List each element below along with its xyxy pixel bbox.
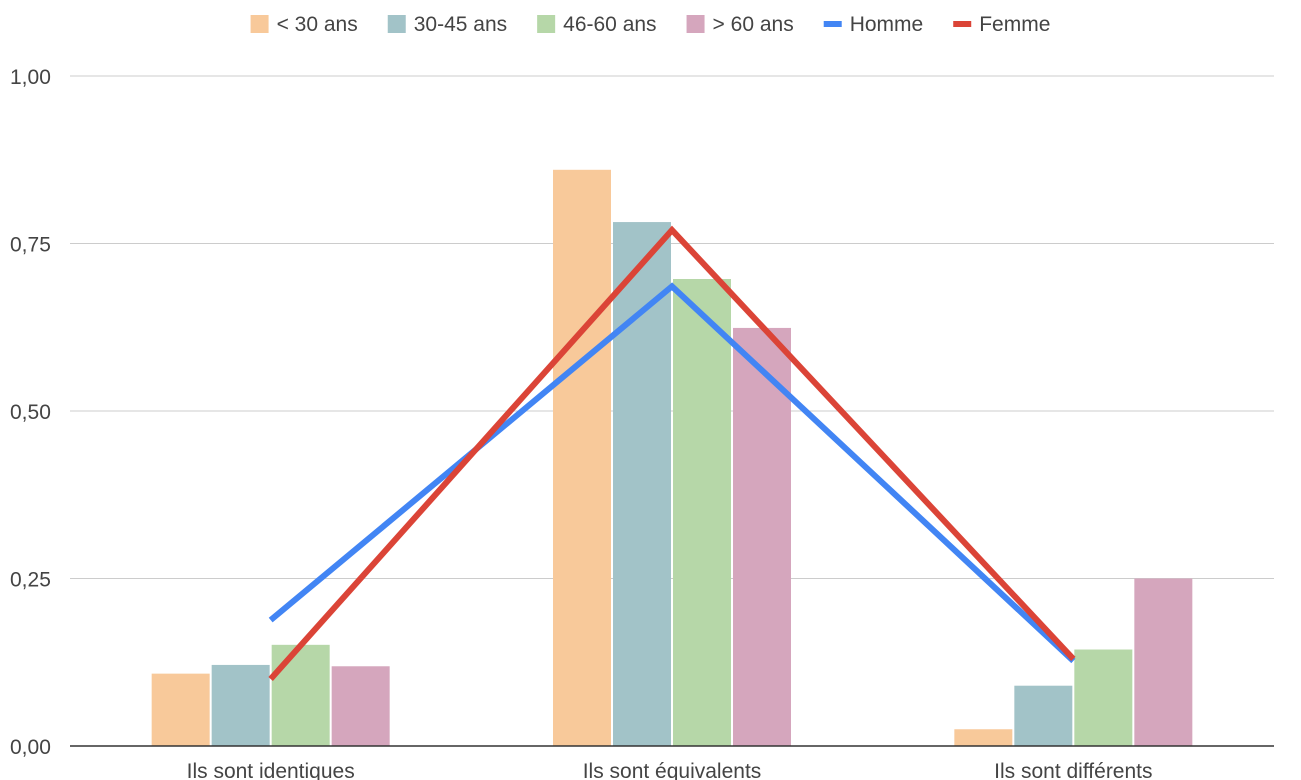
- y-tick-label: 1,00: [10, 66, 51, 89]
- legend-label: > 60 ans: [713, 13, 794, 36]
- bar: [271, 644, 330, 746]
- legend-swatch: [250, 15, 269, 33]
- bar: [613, 222, 671, 746]
- legend-label: Femme: [979, 13, 1050, 36]
- bar: [553, 169, 611, 747]
- legend-swatch: [537, 15, 556, 33]
- bar: [151, 673, 210, 746]
- legend-label: < 30 ans: [277, 13, 358, 36]
- legend-label: 46-60 ans: [563, 13, 656, 36]
- legend-swatch: [387, 15, 406, 33]
- legend-item: > 60 ans: [686, 13, 794, 36]
- gridlines: [70, 75, 1274, 579]
- bar: [733, 327, 791, 746]
- y-tick-label: 0,75: [10, 234, 51, 257]
- bar: [673, 279, 731, 746]
- bar: [1134, 578, 1193, 746]
- category-label: Ils sont identiques: [187, 760, 355, 780]
- legend-item: 46-60 ans: [537, 13, 657, 36]
- y-tick-label: 0,50: [10, 401, 51, 424]
- legend-swatch: [953, 21, 972, 27]
- series-line: [268, 225, 1076, 681]
- y-tick-label: 0,25: [10, 569, 51, 592]
- legend-swatch: [686, 15, 705, 33]
- bar: [1014, 685, 1073, 746]
- legend-item: < 30 ans: [250, 13, 358, 36]
- y-axis: 0,00 0,25 0,50 0,75 1,00: [10, 66, 51, 759]
- y-tick-label: 0,00: [10, 736, 51, 759]
- legend-label: 30-45 ans: [414, 13, 507, 36]
- legend-label: Homme: [850, 13, 924, 36]
- legend-item: 30-45 ans: [387, 13, 507, 36]
- legend-item: Homme: [823, 13, 924, 36]
- bars: [151, 169, 1193, 747]
- legend-swatch: [823, 21, 842, 27]
- bar: [331, 666, 390, 746]
- bar: [211, 664, 270, 746]
- x-axis: Ils sont identiques Ils sont équivalents I…: [70, 745, 1274, 780]
- category-label: Ils sont équivalents: [583, 760, 762, 780]
- category-label: Ils sont différents: [994, 760, 1152, 780]
- series-lines: [268, 225, 1076, 681]
- legend: < 30 ans 30-45 ans 46-60 ans > 60 ans Homme F…: [250, 13, 1050, 36]
- bar: [954, 729, 1013, 746]
- series-line: [268, 282, 1076, 664]
- legend-item: Femme: [953, 13, 1050, 36]
- bar: [1074, 649, 1133, 746]
